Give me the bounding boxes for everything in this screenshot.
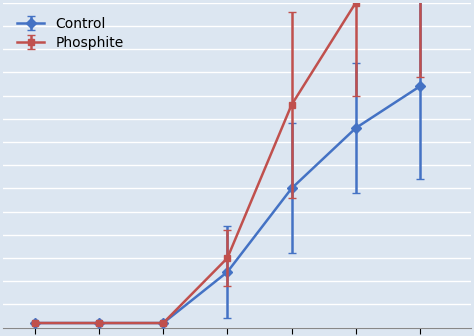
Legend: Control, Phosphite: Control, Phosphite (10, 10, 131, 57)
